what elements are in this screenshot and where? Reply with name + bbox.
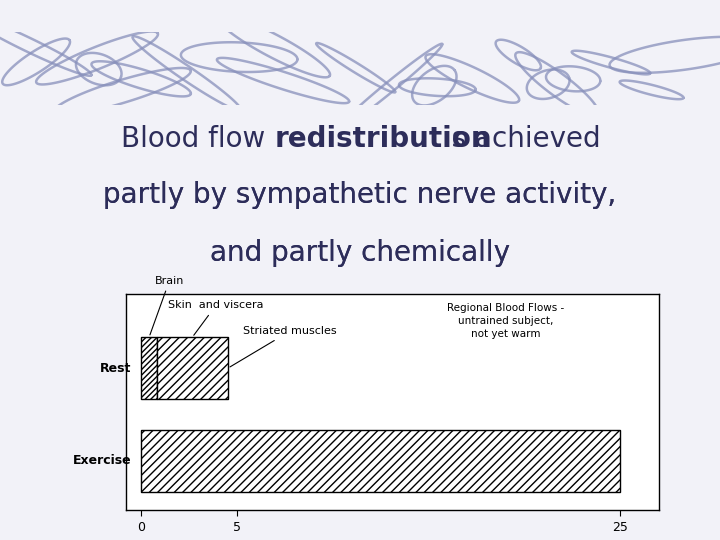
- Text: Skin  and viscera: Skin and viscera: [168, 300, 264, 335]
- Text: Exercise: Exercise: [73, 455, 132, 468]
- Bar: [141, 338, 157, 399]
- Text: redistribution: redistribution: [274, 125, 491, 153]
- Text: Regional Blood Flows -
untrained subject,
not yet warm: Regional Blood Flows - untrained subject…: [447, 303, 564, 339]
- Text: partly by sympathetic nerve activity,: partly by sympathetic nerve activity,: [104, 181, 616, 208]
- Text: partly by sympathetic nerve activity,: partly by sympathetic nerve activity,: [104, 181, 616, 208]
- Text: Rest: Rest: [100, 362, 132, 375]
- Bar: [141, 430, 621, 492]
- Text: and partly chemically: and partly chemically: [210, 239, 510, 267]
- Bar: [141, 430, 621, 492]
- Bar: [157, 338, 228, 399]
- Text: Brain: Brain: [150, 275, 184, 335]
- X-axis label: Litres/min: Litres/min: [361, 539, 423, 540]
- Bar: [157, 338, 228, 399]
- Text: and partly chemically: and partly chemically: [210, 239, 510, 267]
- Text: Blood flow: Blood flow: [121, 125, 274, 153]
- Text: is achieved: is achieved: [435, 125, 600, 153]
- Bar: [141, 338, 157, 399]
- Text: Striated muscles: Striated muscles: [230, 326, 336, 367]
